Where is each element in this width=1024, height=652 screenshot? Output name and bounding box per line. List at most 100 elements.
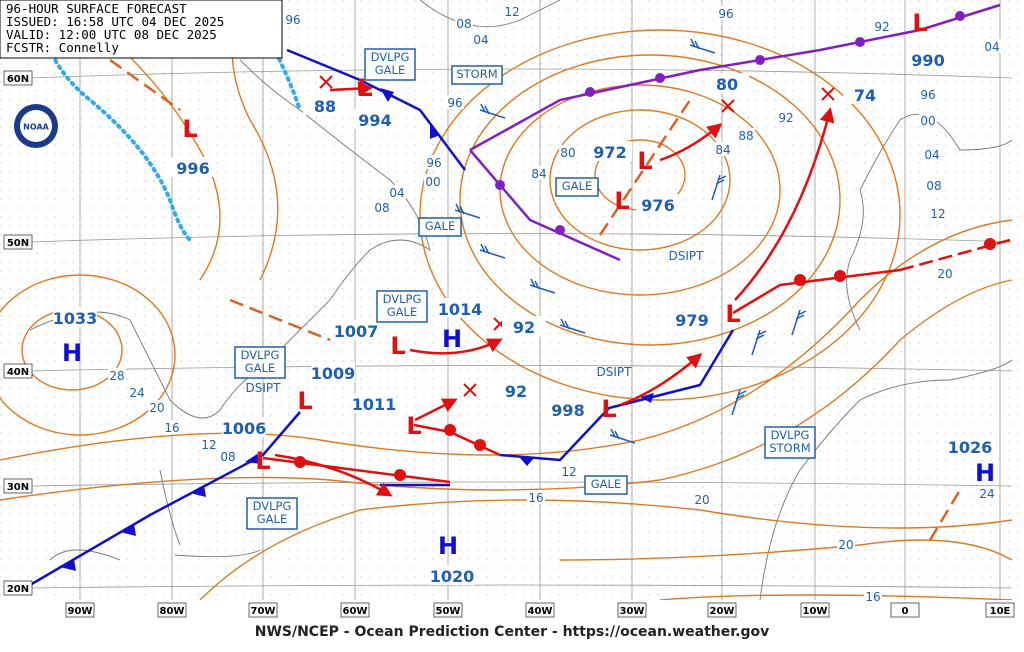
isobar-label: 84: [531, 167, 546, 181]
isobar-label-bg: [978, 486, 996, 500]
isobar-label-bg: [163, 420, 181, 434]
lat-label: 40N: [7, 367, 29, 378]
isobar-label: 08: [374, 201, 389, 215]
center-label-bg: [438, 298, 482, 318]
isobar-label-bg: [219, 449, 237, 463]
warning-box: [584, 475, 628, 495]
isobar-label: 88: [738, 129, 753, 143]
center-pressure: 1026: [948, 438, 993, 457]
warning-box: [364, 48, 416, 81]
center-label-bg: [311, 362, 355, 382]
isobar-label-bg: [864, 589, 882, 603]
lat-label: 30N: [7, 482, 29, 493]
dsipt-label: DSIPT: [246, 381, 282, 395]
isobar-label: 00: [425, 175, 440, 189]
center-pressure: 976: [641, 196, 674, 215]
header-line: FCSTR: Connelly: [6, 40, 119, 55]
isobar-label: 08: [926, 179, 941, 193]
center-symbol: H: [442, 325, 462, 353]
isobar-label-bg: [200, 437, 218, 451]
x-mark: [319, 75, 333, 89]
header-box: [0, 0, 283, 59]
center-pressure: 972: [593, 143, 626, 162]
isobar-label: 12: [201, 438, 216, 452]
isobar-label-bg: [388, 185, 406, 199]
isobar-label: 00: [920, 114, 935, 128]
center-label-bg: [353, 109, 397, 129]
isobar-label: 24: [129, 386, 144, 400]
lon-label: 90W: [68, 606, 93, 617]
center-label-bg: [430, 565, 474, 585]
center-symbol: H: [975, 459, 995, 487]
lat-label: 50N: [7, 238, 29, 249]
isobar-label-bg: [530, 166, 548, 180]
center-symbol: L: [601, 395, 616, 423]
lon-label: 0: [902, 606, 909, 617]
isobar-label: 12: [930, 207, 945, 221]
isobar-label: 04: [473, 33, 488, 47]
isobar-label-bg: [373, 200, 391, 214]
warning-text: DVLPG: [383, 292, 422, 306]
lon-label-box: [65, 602, 95, 618]
isobar-label-bg: [527, 490, 545, 504]
center-pressure: 1033: [53, 309, 98, 328]
center-pressure: 1011: [352, 395, 397, 414]
warning-text: GALE: [387, 305, 417, 319]
isobar-label-bg: [714, 142, 732, 156]
lat-label: 20N: [7, 584, 29, 595]
isobar-label-bg: [148, 400, 166, 414]
isobar-label-bg: [919, 113, 937, 127]
lon-label: 20W: [710, 606, 735, 617]
center-pressure: 1020: [430, 567, 475, 586]
center-pressure: 979: [675, 311, 708, 330]
warning-text: GALE: [257, 512, 287, 526]
center-symbol: L: [725, 300, 740, 328]
isobar-label: 12: [504, 5, 519, 19]
isobar-label-bg: [108, 368, 126, 382]
isobar-label-bg: [455, 16, 473, 30]
center-symbol: L: [637, 147, 652, 175]
isobar-label-bg: [472, 32, 490, 46]
x-mark: [721, 99, 735, 113]
isobar-label: 08: [456, 17, 471, 31]
lon-label-box: [433, 602, 463, 618]
isobar-label: 04: [389, 186, 404, 200]
lon-label: 70W: [251, 606, 276, 617]
center-symbol: L: [182, 115, 197, 143]
warning-text: GALE: [425, 219, 455, 233]
center-label-bg: [494, 380, 538, 400]
isobar-label-bg: [919, 87, 937, 101]
warning-text: STORM: [456, 67, 497, 81]
lon-label: 10E: [990, 606, 1011, 617]
center-symbol: H: [438, 532, 458, 560]
center-label-bg: [705, 73, 749, 93]
warning-text: DVLPG: [253, 499, 292, 513]
lon-label: 40W: [528, 606, 553, 617]
center-label-bg: [588, 141, 632, 161]
center-pressure: 92: [513, 318, 535, 337]
isobar-label: 96: [920, 88, 935, 102]
lon-label-box: [707, 602, 737, 618]
warning-box: [246, 497, 298, 530]
center-label-bg: [906, 49, 950, 69]
lon-label-box: [617, 602, 647, 618]
isobar-label-bg: [873, 19, 891, 33]
center-pressure: 996: [176, 159, 209, 178]
isobar-label-bg: [923, 147, 941, 161]
header-line: 96-HOUR SURFACE FORECAST: [6, 1, 187, 16]
header-line: ISSUED: 16:58 UTC 04 DEC 2025: [6, 14, 224, 29]
center-pressure: 92: [505, 382, 527, 401]
isobar-label: 16: [865, 590, 880, 604]
isobar-label-bg: [925, 178, 943, 192]
isobar-label-bg: [929, 206, 947, 220]
isobar-label-bg: [284, 12, 302, 26]
warning-text: STORM: [769, 441, 810, 455]
isobar-label: 96: [285, 13, 300, 27]
x-mark: [821, 87, 835, 101]
center-label-bg: [171, 157, 215, 177]
isobar-label: 92: [874, 20, 889, 34]
center-pressure: 990: [911, 51, 944, 70]
warning-text: GALE: [591, 477, 621, 491]
forecast-tracks: [274, 81, 835, 497]
isobar-label-bg: [983, 39, 1001, 53]
